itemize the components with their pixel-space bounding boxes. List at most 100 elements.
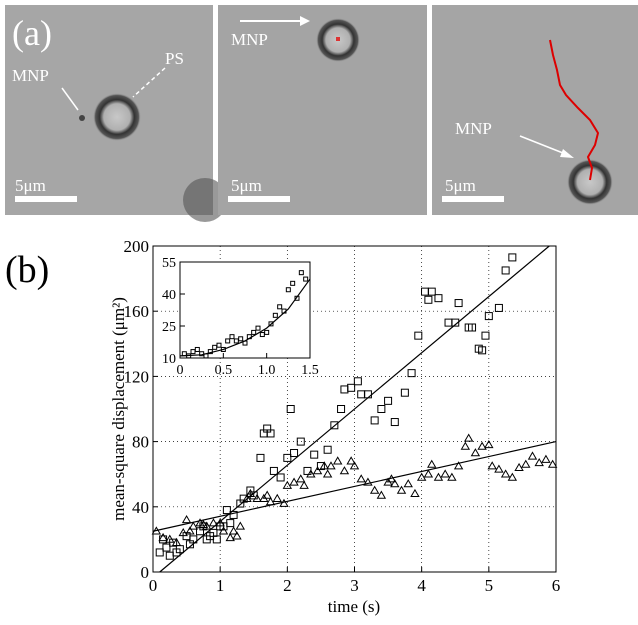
triangle-marker: [232, 531, 242, 540]
square-marker: [239, 494, 248, 503]
square-marker: [285, 287, 291, 293]
square-marker: [256, 453, 265, 462]
x-tick-label: 5: [485, 576, 494, 595]
triangle-marker: [218, 526, 229, 535]
triangle-marker: [225, 532, 235, 542]
x-tick-label: 2: [283, 576, 292, 595]
square-marker: [296, 437, 305, 446]
image-label: PS: [165, 49, 184, 68]
square-marker: [220, 346, 226, 352]
square-marker: [298, 270, 304, 276]
fit-line: [159, 245, 550, 573]
square-marker: [427, 287, 436, 296]
triangle-marker: [332, 456, 343, 465]
y-tick-label: 10: [162, 352, 176, 367]
square-marker: [229, 334, 235, 340]
micrograph-1: (a) MNP PS 5μm: [5, 5, 227, 222]
y-tick-label: 200: [124, 237, 150, 256]
y-tick-label: 80: [132, 433, 149, 452]
triangle-marker: [245, 488, 256, 498]
square-marker: [384, 396, 393, 405]
triangle-marker: [453, 461, 464, 470]
square-marker: [347, 383, 356, 392]
triangle-marker: [416, 472, 427, 481]
x-tick-label: 0: [149, 576, 158, 595]
square-marker: [207, 349, 213, 355]
square-marker: [310, 450, 319, 459]
micrograph-2: MNP 5μm: [218, 5, 427, 215]
square-marker: [212, 535, 221, 544]
triangle-marker: [376, 490, 387, 499]
triangle-marker: [547, 459, 558, 468]
triangle-marker: [228, 526, 239, 535]
square-marker: [323, 445, 332, 454]
triangle-marker: [235, 521, 246, 530]
square-marker: [272, 312, 278, 318]
triangle-marker: [349, 461, 360, 470]
square-marker: [155, 548, 164, 557]
triangle-marker: [296, 474, 306, 483]
square-marker: [501, 266, 510, 275]
square-marker: [481, 331, 490, 340]
image-label: MNP: [455, 119, 492, 138]
square-marker: [266, 429, 275, 438]
square-marker: [276, 473, 285, 482]
triangle-marker: [460, 441, 471, 450]
square-marker: [407, 369, 416, 378]
triangle-marker: [494, 464, 504, 473]
x-tick-label: 0: [177, 363, 184, 378]
square-marker: [226, 519, 235, 528]
triangle-marker: [369, 485, 380, 494]
square-marker: [377, 405, 386, 413]
triangle-marker: [423, 469, 434, 478]
triangle-marker: [158, 532, 168, 542]
y-axis-label: mean-square displacement (μm²): [109, 297, 128, 521]
square-marker: [242, 340, 248, 346]
triangle-marker: [356, 474, 366, 483]
y-tick-label: 0: [141, 563, 150, 582]
triangle-marker: [346, 456, 356, 465]
square-marker: [424, 295, 433, 304]
triangle-marker: [242, 493, 252, 502]
y-tick-label: 120: [124, 367, 150, 386]
triangle-marker: [484, 440, 494, 449]
triangle-marker: [262, 490, 272, 499]
square-marker: [468, 323, 477, 332]
panel-label: (a): [12, 13, 52, 53]
triangle-marker: [165, 534, 175, 543]
y-tick-label: 40: [132, 498, 149, 517]
square-marker: [363, 390, 372, 399]
square-marker: [225, 338, 231, 344]
triangle-marker: [447, 472, 457, 481]
triangle-marker: [433, 472, 444, 481]
triangle-marker: [208, 518, 219, 527]
triangle-marker: [289, 477, 299, 486]
panel-label: (b): [5, 249, 49, 291]
triangle-marker: [326, 461, 336, 470]
square-marker: [194, 346, 200, 352]
x-tick-label: 1.0: [258, 363, 276, 378]
square-marker: [400, 388, 409, 397]
square-marker: [162, 543, 171, 552]
scale-bar-label: 5μm: [231, 176, 262, 195]
image-label: MNP: [231, 30, 268, 49]
square-marker: [494, 303, 503, 312]
x-tick-label: 1.5: [301, 363, 319, 378]
triangle-marker: [299, 480, 309, 489]
x-tick-label: 6: [552, 576, 561, 595]
square-marker: [251, 329, 257, 335]
triangle-marker: [477, 441, 487, 450]
square-marker: [216, 342, 222, 348]
triangle-marker: [306, 469, 316, 478]
triangle-marker: [541, 454, 551, 463]
square-marker: [286, 405, 295, 413]
square-marker: [294, 295, 300, 301]
square-marker: [478, 346, 487, 355]
y-tick-label: 25: [162, 320, 176, 335]
square-marker: [303, 276, 309, 282]
square-marker: [238, 336, 244, 342]
scale-bar-label: 5μm: [15, 176, 46, 195]
triangle-marker: [463, 433, 474, 442]
triangle-marker: [363, 477, 373, 486]
